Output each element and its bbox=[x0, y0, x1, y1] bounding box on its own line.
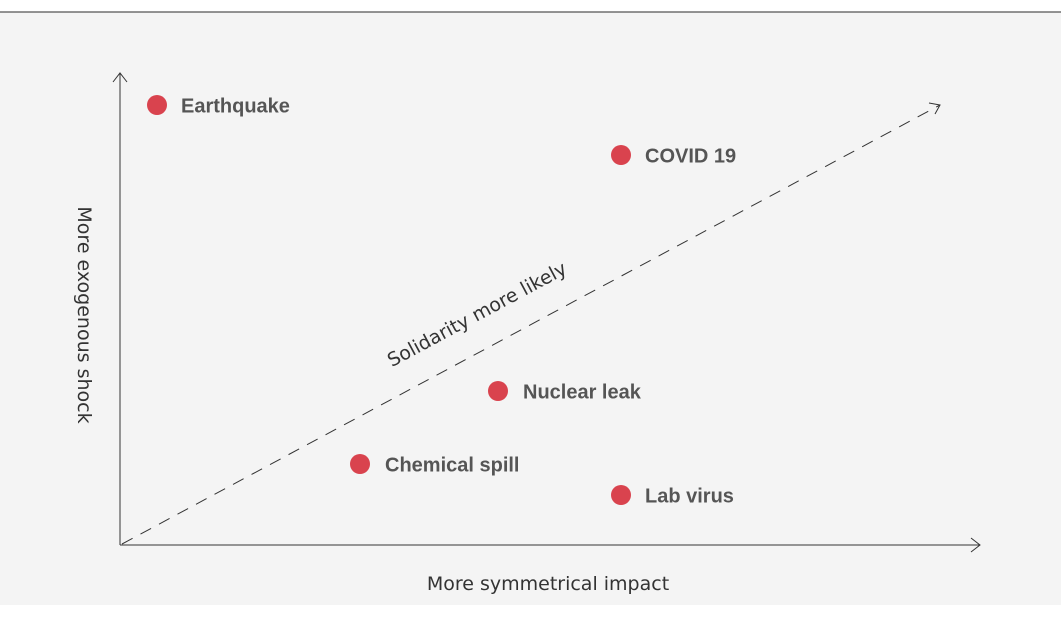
node-dot bbox=[350, 454, 370, 474]
x-axis-label: More symmetrical impact bbox=[427, 573, 669, 595]
node-label: COVID 19 bbox=[645, 145, 736, 167]
x-arrow bbox=[970, 537, 981, 553]
node-label: Lab virus bbox=[645, 485, 734, 507]
node-dot bbox=[611, 485, 631, 505]
y-axis-label: More exogenous shock bbox=[73, 206, 95, 423]
node-dot bbox=[147, 95, 167, 115]
node-label: Chemical spill bbox=[385, 454, 520, 476]
trend-line bbox=[121, 104, 941, 545]
node-dot bbox=[488, 381, 508, 401]
y-arrow bbox=[112, 72, 128, 83]
node-label: Earthquake bbox=[181, 95, 290, 117]
node-label: Nuclear leak bbox=[523, 381, 642, 403]
trend-arrow bbox=[928, 102, 941, 115]
background bbox=[0, 12, 1061, 605]
node-dot bbox=[611, 145, 631, 165]
